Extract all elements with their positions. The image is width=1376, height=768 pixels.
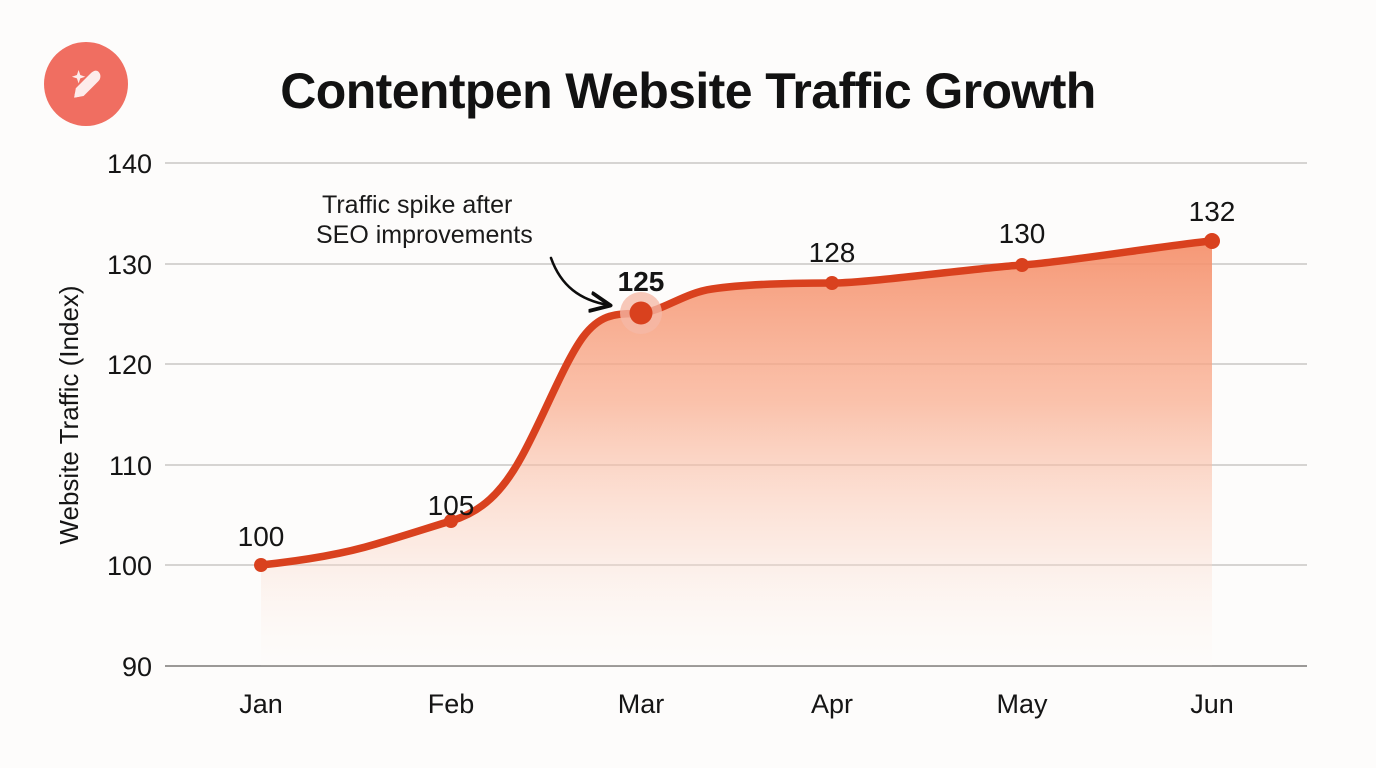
y-tick-90: 90 bbox=[122, 652, 152, 682]
data-point-jan[interactable] bbox=[254, 558, 268, 572]
x-tick-feb: Feb bbox=[428, 689, 475, 719]
value-label-apr: 128 bbox=[809, 237, 856, 268]
pen-sparkle-icon bbox=[61, 59, 111, 109]
page-title: Contentpen Website Traffic Growth bbox=[280, 63, 1096, 119]
y-tick-110: 110 bbox=[109, 451, 152, 481]
value-label-mar: 125 bbox=[618, 266, 665, 297]
area-fill bbox=[261, 241, 1212, 666]
x-tick-jan: Jan bbox=[239, 689, 283, 719]
y-axis-ticks: 140 130 120 110 100 90 bbox=[107, 149, 152, 682]
curved-arrow-icon bbox=[549, 256, 608, 305]
annotation-callout: Traffic spike after SEO improvements bbox=[316, 191, 608, 305]
data-point-markers[interactable] bbox=[254, 233, 1220, 572]
y-tick-120: 120 bbox=[107, 350, 152, 380]
annotation-line-1: Traffic spike after bbox=[322, 191, 512, 219]
data-point-jun[interactable] bbox=[1204, 233, 1220, 249]
x-axis-ticks: Jan Feb Mar Apr May Jun bbox=[239, 689, 1234, 719]
data-point-feb[interactable] bbox=[444, 514, 458, 528]
value-label-jun: 132 bbox=[1189, 196, 1236, 227]
data-point-apr[interactable] bbox=[825, 276, 839, 290]
value-label-jan: 100 bbox=[238, 521, 285, 552]
y-tick-100: 100 bbox=[107, 551, 152, 581]
y-axis-title: Website Traffic (Index) bbox=[54, 285, 84, 544]
x-tick-may: May bbox=[996, 689, 1048, 719]
x-tick-mar: Mar bbox=[618, 689, 665, 719]
annotation-line-2: SEO improvements bbox=[316, 221, 533, 249]
x-tick-jun: Jun bbox=[1190, 689, 1234, 719]
x-tick-apr: Apr bbox=[811, 689, 853, 719]
data-point-may[interactable] bbox=[1015, 258, 1029, 272]
y-tick-130: 130 bbox=[107, 250, 152, 280]
value-label-may: 130 bbox=[999, 218, 1046, 249]
data-value-labels: 100 105 125 128 130 132 bbox=[238, 196, 1236, 552]
data-point-mar[interactable] bbox=[629, 301, 653, 325]
value-label-feb: 105 bbox=[428, 490, 475, 521]
brand-logo bbox=[44, 42, 128, 126]
y-tick-140: 140 bbox=[107, 149, 152, 179]
